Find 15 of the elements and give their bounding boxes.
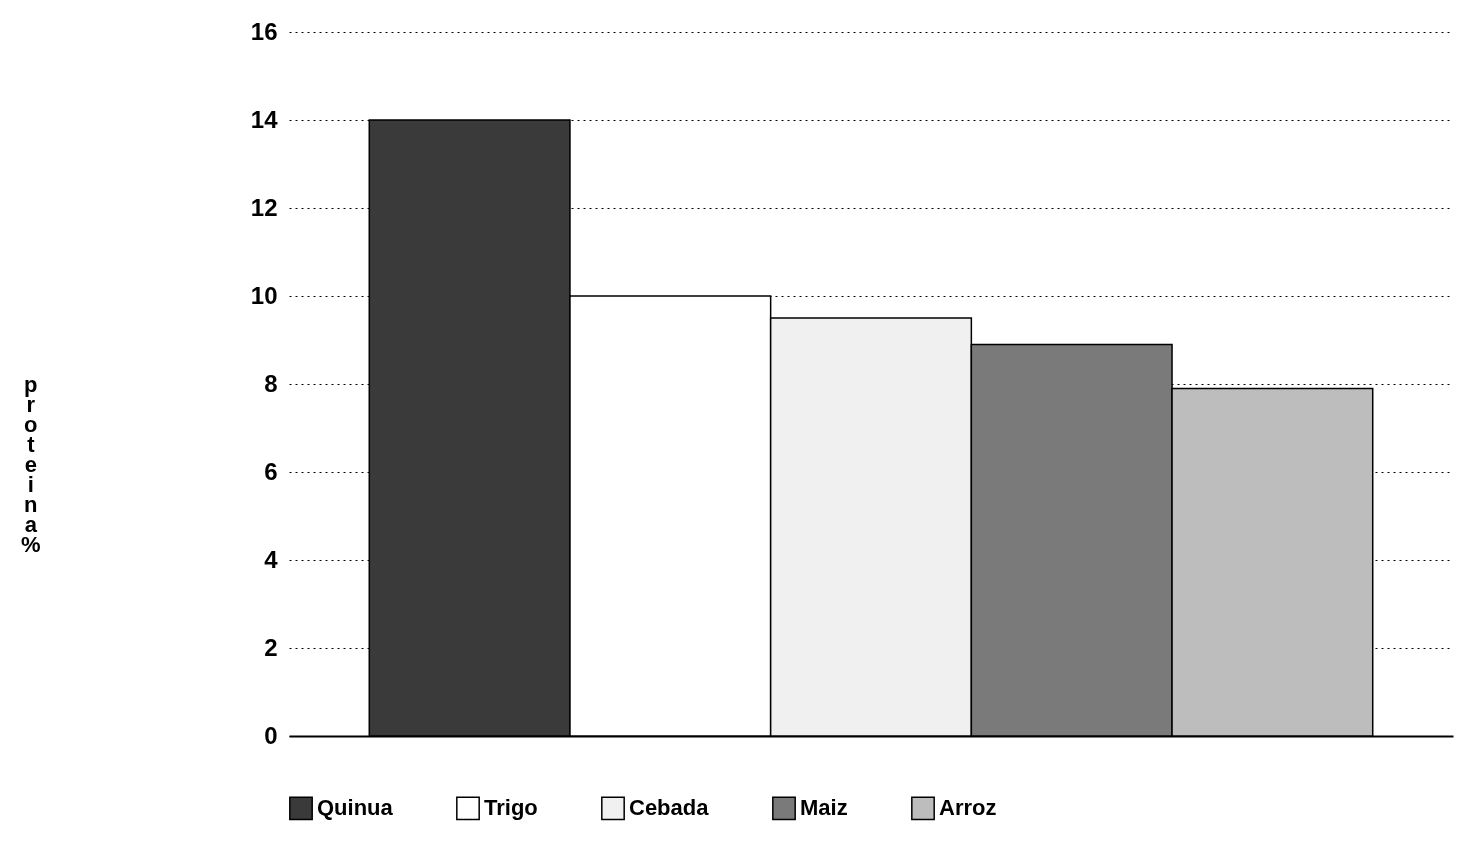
y-tick-label: 10 (250, 281, 278, 309)
legend-label: Quinua (317, 795, 394, 821)
y-tick-label: 8 (264, 369, 278, 397)
y-tick-label: 12 (250, 193, 278, 221)
y-tick-label: 4 (264, 545, 279, 573)
legend-label: Cebada (629, 795, 710, 821)
y-tick-label: 2 (264, 633, 278, 661)
y-tick-label: 6 (264, 457, 278, 485)
text: proteina % (21, 371, 41, 557)
legend-label: Trigo (484, 795, 538, 821)
legend-label: Maiz (800, 795, 848, 821)
y-tick-label: 0 (264, 721, 278, 749)
y-tick-label: 16 (250, 17, 278, 45)
y-tick-label: 14 (250, 105, 279, 133)
legend-label: Arroz (939, 795, 997, 821)
